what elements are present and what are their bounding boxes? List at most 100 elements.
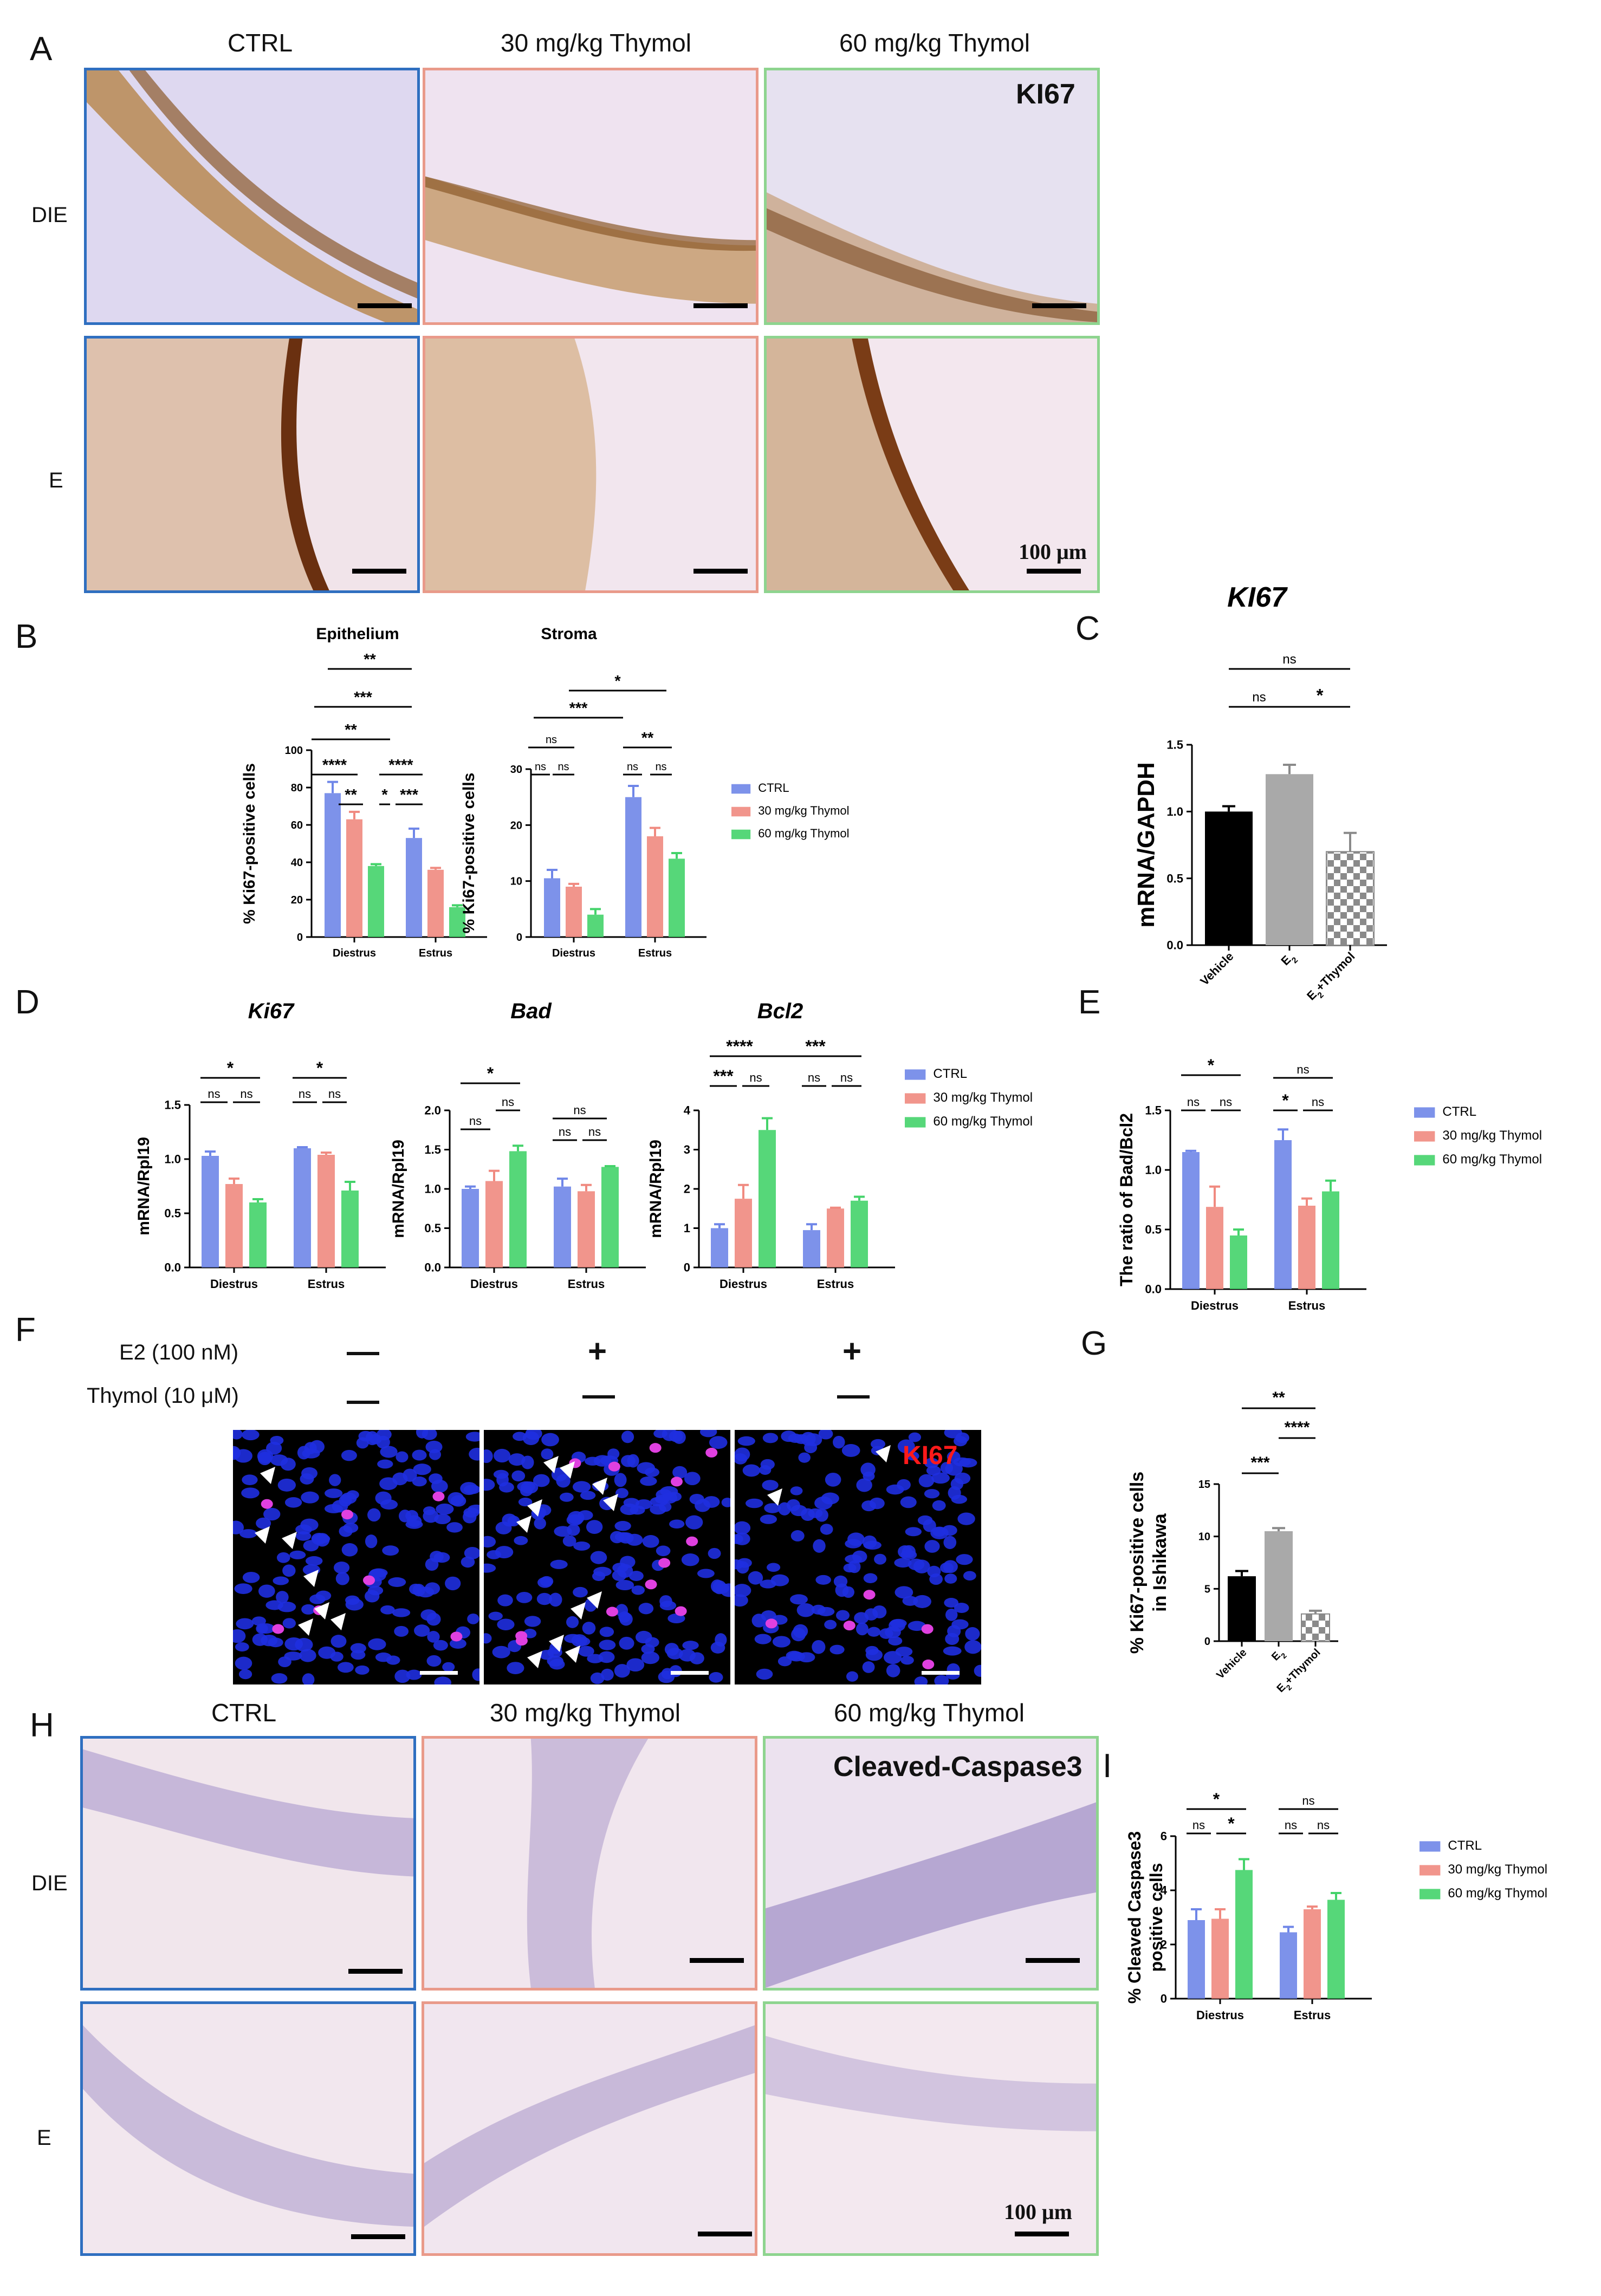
nucleus <box>507 1516 520 1527</box>
arrowhead <box>603 1494 618 1511</box>
nucleus <box>614 1664 630 1678</box>
nucleus <box>846 1671 858 1682</box>
bar <box>509 1151 527 1267</box>
ki67-positive-nucleus <box>450 1631 463 1642</box>
panel-h-image-ctrl-die <box>80 1736 416 1991</box>
ki67-positive-nucleus <box>922 1659 935 1669</box>
sig-label: ** <box>1272 1389 1285 1407</box>
panel-letter-f: F <box>15 1311 36 1349</box>
nucleus <box>770 1574 789 1586</box>
nucleus <box>798 1452 811 1463</box>
ki67-positive-nucleus <box>261 1499 273 1509</box>
sig-label: *** <box>713 1066 734 1085</box>
nucleus <box>257 1449 274 1464</box>
nucleus <box>277 1602 296 1612</box>
nucleus <box>461 1556 475 1568</box>
sig-label: * <box>1282 1090 1289 1110</box>
nucleus <box>343 1523 359 1533</box>
scale-bar <box>358 303 412 308</box>
y-tick-label: 1.0 <box>1145 1163 1162 1177</box>
arrowhead <box>303 1570 319 1587</box>
chart-c-ki67: 0.0 0.5 1.0 1.5 Vehicle E2 E2+Thymol mRNA/GAPDH… <box>1132 574 1387 1007</box>
x-tick-label: E2 <box>1269 1647 1288 1666</box>
nucleus <box>413 1464 431 1475</box>
nucleus <box>433 1640 448 1651</box>
y-tick-label: 0.5 <box>1145 1223 1162 1237</box>
sig-label: ns <box>1282 652 1297 667</box>
nucleus <box>436 1503 454 1515</box>
y-tick-label: 10 <box>510 876 522 888</box>
nucleus <box>497 1594 513 1606</box>
nucleus <box>681 1553 699 1566</box>
arrowhead <box>571 1602 586 1619</box>
bar <box>427 869 444 937</box>
bar <box>1266 774 1313 945</box>
chart-svg: 0.0 0.5 1.0 1.5 Diestrus Estrus mRNA/Rpl19 Ki67… <box>135 999 386 1291</box>
arrowhead <box>314 1602 329 1619</box>
sig-label: ** <box>345 721 357 739</box>
nucleus <box>492 1645 510 1658</box>
panel-letter-e: E <box>1078 984 1101 1021</box>
nucleus <box>464 1547 479 1559</box>
nucleus <box>335 1572 349 1585</box>
nucleus <box>614 1532 631 1542</box>
nucleus <box>309 1594 326 1604</box>
nucleus <box>368 1638 386 1650</box>
arrowhead <box>516 1516 531 1533</box>
nucleus <box>905 1527 922 1537</box>
panel-h-stain-label: Cleaved-Caspase3 <box>833 1751 1083 1783</box>
bar <box>1228 1576 1256 1641</box>
nucleus <box>549 1592 562 1607</box>
nucleus <box>251 1616 266 1626</box>
bar <box>711 1228 728 1267</box>
nucleus <box>682 1641 699 1650</box>
nucleus <box>358 1430 373 1442</box>
panel-h-scale-label: 100 μm <box>1004 2200 1072 2224</box>
nucleus <box>684 1472 701 1486</box>
bar <box>1327 1900 1345 1999</box>
x-tick-label: Estrus <box>1288 1299 1325 1312</box>
panel-letter-b: B <box>15 618 38 655</box>
nucleus <box>414 1624 430 1637</box>
nucleus <box>867 1627 881 1637</box>
panel-a-image-30-e <box>423 336 759 593</box>
panel-f-image-e2-thymol: KI67 <box>735 1430 981 1684</box>
scale-bar <box>348 1969 403 1974</box>
nucleus <box>944 1430 962 1439</box>
y-tick-label: 20 <box>510 819 522 831</box>
y-tick-label: 1.5 <box>164 1098 181 1112</box>
nucleus <box>815 1575 831 1585</box>
nucleus <box>871 1439 885 1449</box>
legend-label: 60 mg/kg Thymol <box>758 827 849 840</box>
y-axis-label: mRNA/Rpl19 <box>647 1140 665 1238</box>
panel-a-stain-label: KI67 <box>1016 79 1075 110</box>
nucleus <box>380 1446 398 1458</box>
nucleus <box>659 1501 672 1512</box>
arrowhead <box>543 1456 559 1473</box>
panel-h-row-die: DIE <box>31 1871 68 1895</box>
sig-label: ** <box>345 786 357 804</box>
nucleus <box>233 1446 241 1460</box>
nucleus <box>886 1664 900 1677</box>
y-axis-label: in Ishikawa <box>1150 1513 1170 1611</box>
nucleus <box>467 1614 479 1624</box>
bar <box>647 836 663 937</box>
arrowhead <box>330 1613 346 1630</box>
nucleus <box>900 1550 917 1560</box>
nucleus <box>484 1449 493 1464</box>
panel-letter-a: A <box>30 30 53 68</box>
nucleus <box>833 1435 845 1449</box>
nucleus <box>790 1594 808 1605</box>
nucleus <box>931 1472 950 1484</box>
legend-label: CTRL <box>1448 1838 1482 1853</box>
nucleus <box>813 1539 826 1553</box>
y-tick-label: 1.0 <box>424 1182 441 1196</box>
y-tick-label: 1.5 <box>1166 738 1183 752</box>
chart-e-bad-bcl2: 0.0 0.5 1.0 1.5 Diestrus Estrus The ratio of B… <box>1116 1018 1593 1322</box>
nucleus <box>257 1623 275 1634</box>
nucleus <box>944 1573 957 1584</box>
chart-d-bad: 0.0 0.5 1.0 1.5 2.0 Diestrus Estrus mRNA/Rpl19 B… <box>379 997 646 1300</box>
sig-label: ns <box>559 1125 571 1139</box>
bar <box>1304 1909 1321 1999</box>
legend-swatch <box>1419 1889 1441 1900</box>
